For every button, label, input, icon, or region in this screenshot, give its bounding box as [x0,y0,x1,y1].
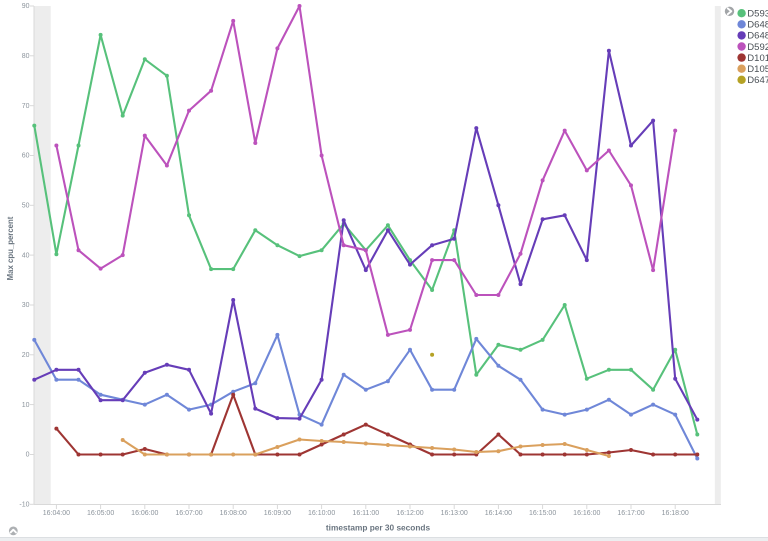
svg-text:16:10:00: 16:10:00 [308,510,335,517]
svg-text:40: 40 [22,252,30,259]
svg-text:16:17:00: 16:17:00 [617,510,644,517]
svg-text:16:05:00: 16:05:00 [87,510,114,517]
svg-text:D10527: D10527 [747,64,768,75]
svg-text:D64778: D64778 [747,75,768,86]
svg-text:16:18:00: 16:18:00 [662,510,689,517]
svg-text:16:09:00: 16:09:00 [264,510,291,517]
svg-text:16:15:00: 16:15:00 [529,510,556,517]
svg-text:30: 30 [22,302,30,309]
svg-text:16:08:00: 16:08:00 [220,510,247,517]
svg-text:0: 0 [26,452,30,459]
svg-text:timestamp per 30 seconds: timestamp per 30 seconds [326,523,431,533]
svg-text:20: 20 [22,352,30,359]
svg-text:10: 10 [22,402,30,409]
svg-text:16:13:00: 16:13:00 [441,510,468,517]
svg-text:80: 80 [22,53,30,60]
svg-text:16:04:00: 16:04:00 [43,510,70,517]
svg-text:70: 70 [22,103,30,110]
svg-text:16:12:00: 16:12:00 [396,510,423,517]
svg-text:16:06:00: 16:06:00 [131,510,158,517]
svg-text:-10: -10 [19,502,29,509]
svg-text:D59334: D59334 [747,9,768,20]
svg-text:D59283: D59283 [747,42,768,53]
svg-text:D64845: D64845 [747,20,768,31]
svg-text:60: 60 [22,153,30,160]
svg-text:50: 50 [22,203,30,210]
svg-text:D10165: D10165 [747,53,768,64]
svg-text:D64836: D64836 [747,31,768,42]
svg-text:16:16:00: 16:16:00 [573,510,600,517]
svg-text:90: 90 [22,3,30,10]
svg-text:Max cpu_percent: Max cpu_percent [6,216,15,280]
svg-text:16:07:00: 16:07:00 [175,510,202,517]
svg-text:16:14:00: 16:14:00 [485,510,512,517]
svg-text:16:11:00: 16:11:00 [352,510,379,517]
